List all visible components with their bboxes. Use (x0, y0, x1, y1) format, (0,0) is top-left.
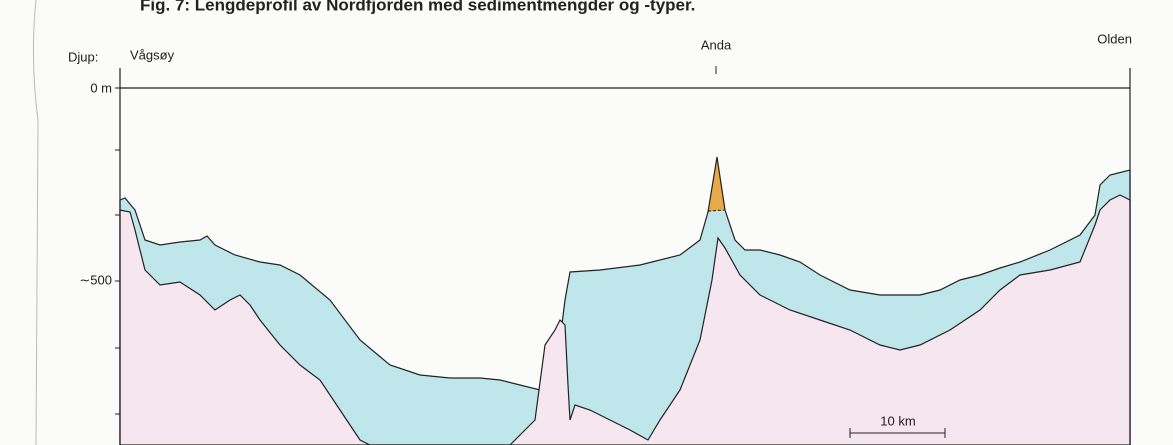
place-label: Vågsøy (130, 47, 175, 62)
scale-label: 10 km (880, 413, 915, 428)
place-label: Olden (1097, 31, 1132, 46)
depth-tick-label: ∼500 (79, 272, 112, 287)
page-edge (33, 0, 38, 445)
moraine (708, 157, 725, 212)
figure: Fig. 7: Lengdeprofil av Nordfjorden med … (0, 0, 1173, 445)
figure-title: Fig. 7: Lengdeprofil av Nordfjorden med … (140, 0, 695, 14)
depth-tick-label: 0 m (90, 80, 112, 95)
place-label: Anda (701, 37, 732, 52)
depth-ticks (115, 88, 120, 414)
depth-label: Djup: (68, 49, 98, 64)
